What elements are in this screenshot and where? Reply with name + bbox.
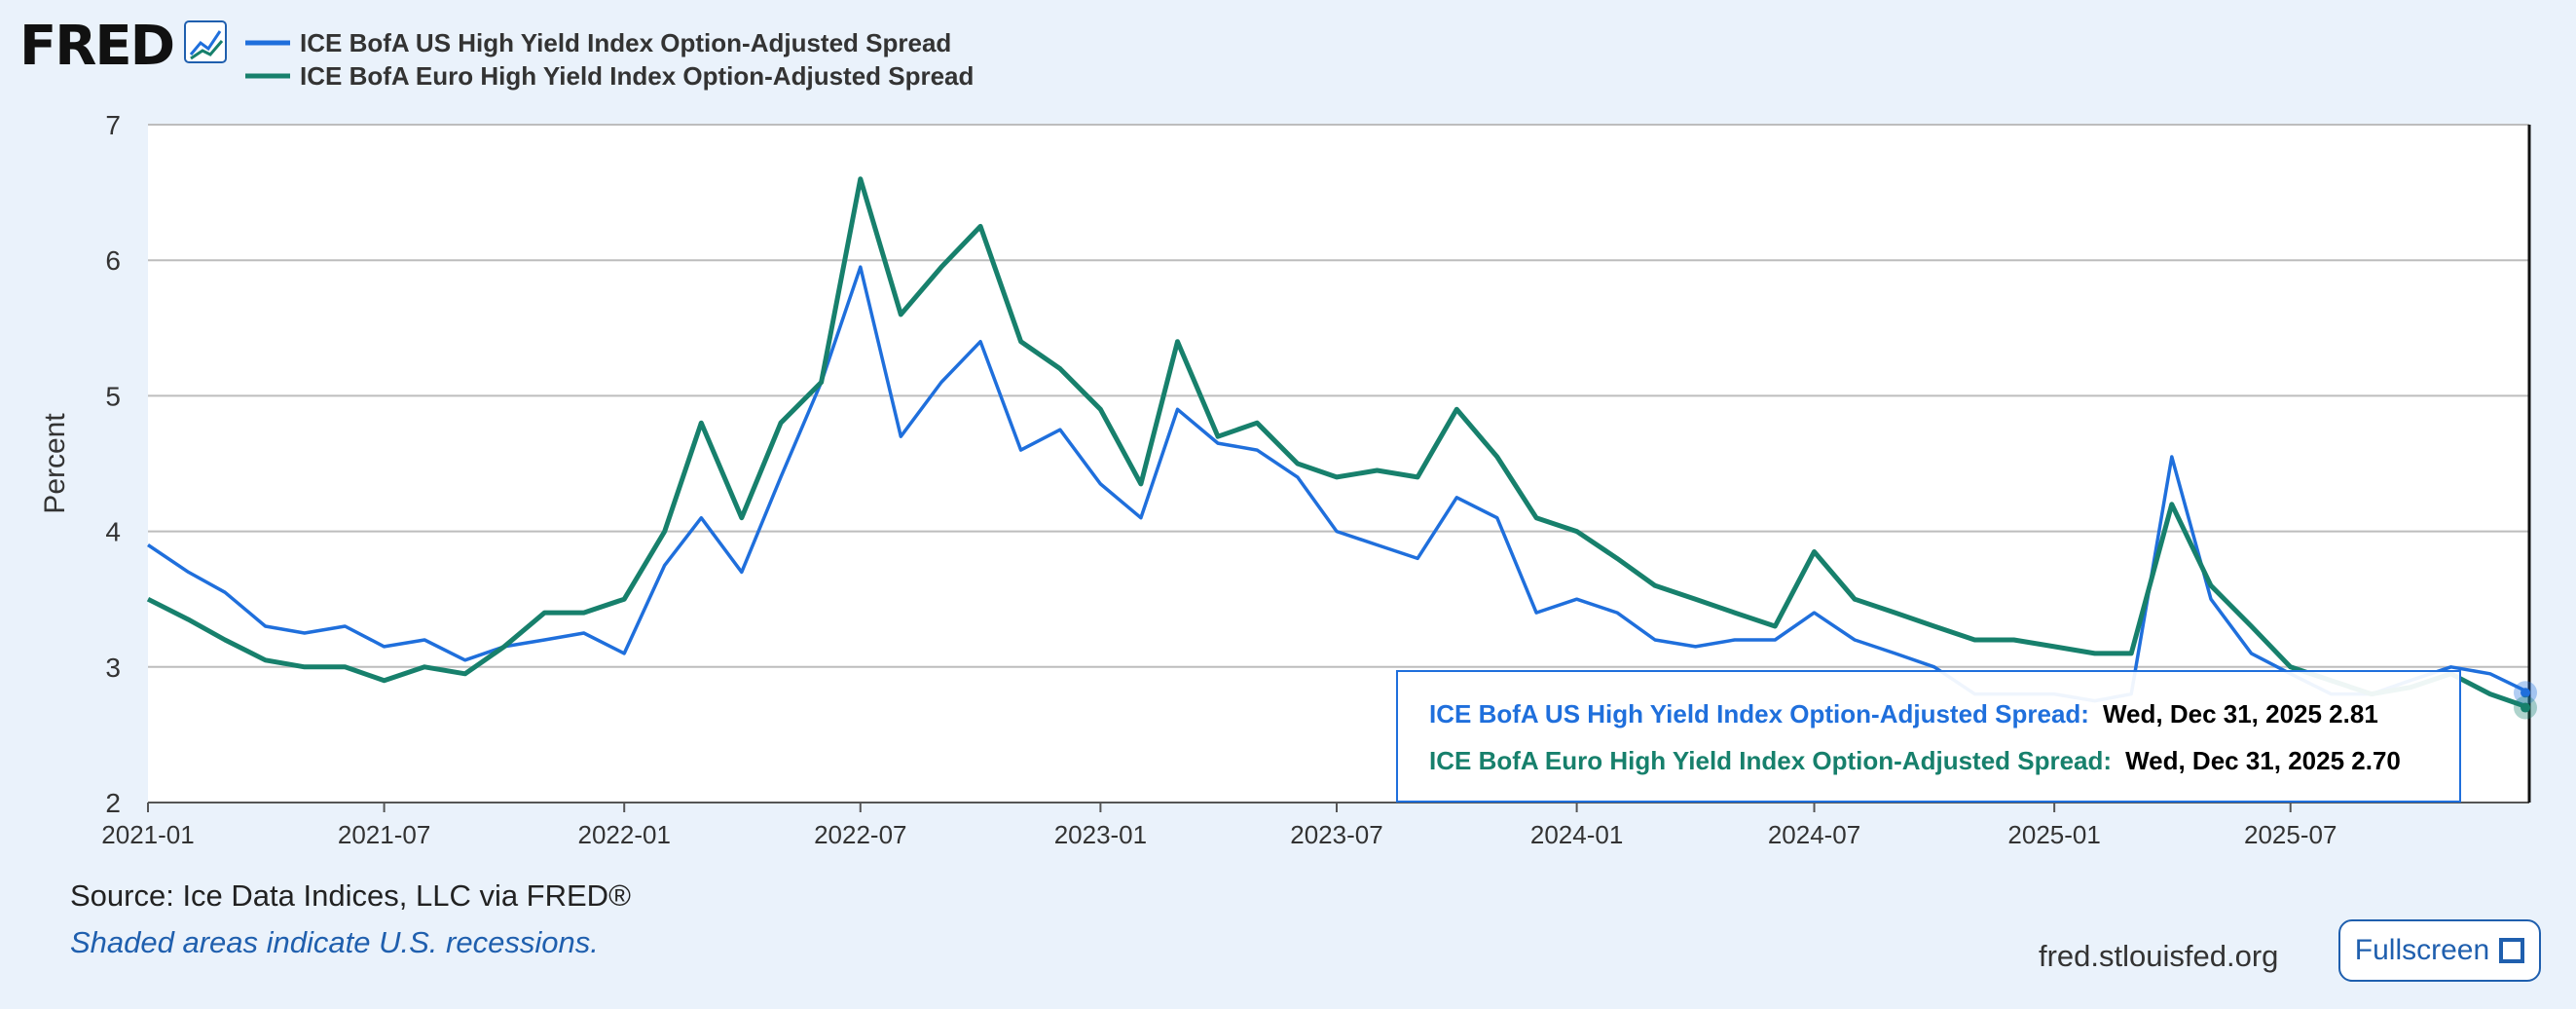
x-tick-label: 2025-01: [2007, 820, 2100, 849]
fullscreen-icon: [2499, 938, 2525, 963]
hover-dot-us: [2521, 688, 2530, 698]
site-link[interactable]: fred.stlouisfed.org: [2039, 939, 2279, 973]
grid-lines: [148, 124, 2529, 668]
x-tick-label: 2024-07: [1768, 820, 1860, 849]
legend-label-us[interactable]: ICE BofA US High Yield Index Option-Adju…: [300, 28, 951, 57]
fullscreen-label: Fullscreen: [2354, 934, 2490, 966]
x-tick-label: 2023-01: [1054, 820, 1147, 849]
x-tick-label: 2023-07: [1290, 820, 1382, 849]
y-tick-label: 7: [105, 110, 121, 140]
y-tick-label: 4: [105, 517, 121, 547]
tooltip-value-us: Wed, Dec 31, 2025 2.81: [2102, 699, 2378, 729]
tooltip-row-us: ICE BofA US High Yield Index Option-Adju…: [1429, 699, 2378, 729]
x-tick-label: 2021-07: [338, 820, 430, 849]
x-tick-label: 2022-01: [577, 820, 670, 849]
y-axis-label: Percent: [39, 413, 71, 514]
tooltip-series-euro: ICE BofA Euro High Yield Index Option-Ad…: [1429, 746, 2113, 775]
x-tick-label: 2022-07: [814, 820, 906, 849]
series-line-euro: [146, 176, 2530, 710]
x-tick-label: 2025-07: [2244, 820, 2337, 849]
y-tick-label: 6: [105, 245, 121, 276]
fred-logo[interactable]: FRED: [19, 15, 175, 78]
tooltip-row-euro: ICE BofA Euro High Yield Index Option-Ad…: [1429, 746, 2401, 776]
tooltip-value-euro: Wed, Dec 31, 2025 2.70: [2125, 746, 2401, 775]
y-axis-ticks: 2 3 4 5 6 7: [105, 110, 121, 818]
x-axis-ticks: 2021-01 2021-07 2022-01 2022-07 2023-01 2023-…: [101, 803, 2337, 849]
y-tick-label: 2: [105, 788, 121, 818]
legend-label-euro[interactable]: ICE BofA Euro High Yield Index Option-Ad…: [300, 61, 974, 91]
tooltip: ICE BofA US High Yield Index Option-Adju…: [1396, 670, 2461, 803]
source-text: Source: Ice Data Indices, LLC via FRED®: [70, 878, 631, 913]
y-tick-label: 5: [105, 381, 121, 411]
fred-chart-icon: [184, 20, 227, 63]
x-tick-label: 2021-01: [101, 820, 194, 849]
fullscreen-button[interactable]: Fullscreen: [2338, 919, 2541, 982]
recession-note: Shaded areas indicate U.S. recessions.: [70, 925, 599, 959]
x-tick-label: 2024-01: [1530, 820, 1623, 849]
hover-dot-euro: [2521, 702, 2530, 713]
legend: ICE BofA US High Yield Index Option-Adju…: [245, 28, 974, 91]
tooltip-series-us: ICE BofA US High Yield Index Option-Adju…: [1429, 699, 2089, 729]
hover-markers: [2514, 681, 2537, 720]
y-tick-label: 3: [105, 653, 121, 683]
